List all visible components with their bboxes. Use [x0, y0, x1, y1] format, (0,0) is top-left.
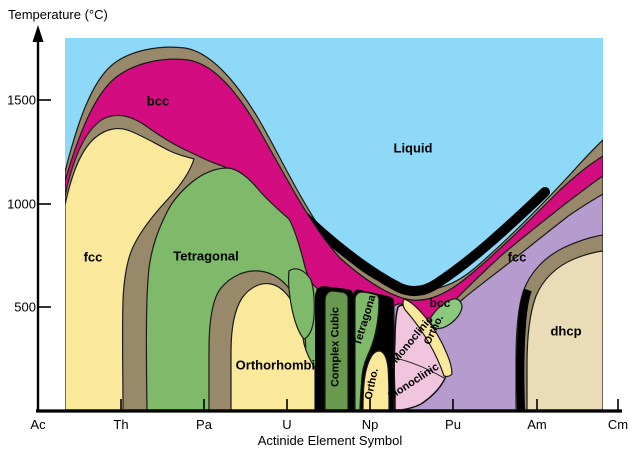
monoclinic-divider-line [394, 357, 445, 379]
dhcp-black-border [516, 288, 532, 410]
label-tetragonal-left: Tetragonal [173, 248, 239, 264]
region-tetragonal-wedge [288, 268, 315, 340]
label-complex-cubic: Complex Cubic [329, 306, 342, 388]
region-ortho-np [362, 350, 390, 410]
x-label-np: Np [361, 417, 379, 432]
label-liquid: Liquid [393, 140, 433, 156]
label-fcc-left: fcc [83, 249, 103, 265]
region-complex-cubic [324, 290, 349, 410]
y-tick-label-1000: 1000 [7, 196, 36, 212]
valley-black-band [288, 187, 550, 297]
label-bcc-left: bcc [146, 93, 170, 109]
region-bct-sliver [429, 298, 463, 330]
x-label-ac: Ac [30, 417, 46, 432]
y-tick-label-1500: 1500 [7, 92, 36, 108]
y-axis-arrow [32, 25, 44, 42]
x-label-pa: Pa [196, 417, 212, 432]
label-dhcp: dhcp [550, 323, 582, 339]
phase-regions [65, 38, 603, 410]
x-label-am: Am [527, 417, 547, 432]
x-axis-title: Actinide Element Symbol [257, 433, 403, 448]
axes [32, 25, 622, 413]
region-dhcp [526, 250, 603, 410]
x-label-pu: Pu [445, 417, 461, 432]
region-ortho-gamma-band [402, 298, 453, 377]
y-tick-label-500: 500 [14, 299, 36, 315]
y-axis-title: Temperature (°C) [8, 7, 108, 22]
label-bcc-small: bcc [429, 296, 451, 310]
region-fcc-left [65, 127, 195, 410]
x-label-cm: Cm [607, 417, 629, 432]
label-fcc-right: fcc [507, 249, 527, 265]
label-orthorhombic: Orthorhombic [235, 357, 323, 373]
x-label-th: Th [113, 417, 129, 432]
region-tetragonal-strip [354, 291, 380, 410]
x-label-u: U [282, 417, 292, 432]
